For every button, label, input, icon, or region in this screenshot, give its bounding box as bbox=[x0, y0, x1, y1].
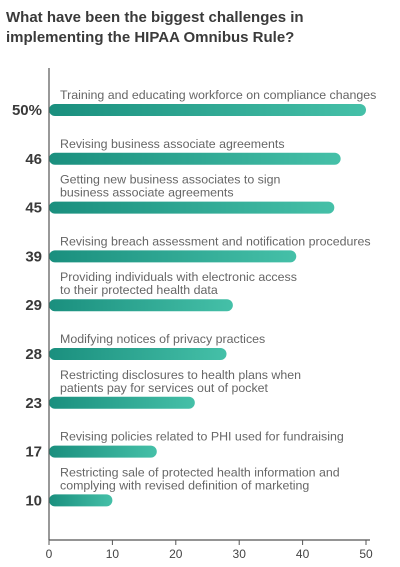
value-label: 17 bbox=[25, 444, 42, 461]
category-label: Modifying notices of privacy practices bbox=[60, 332, 265, 346]
x-tick-label: 30 bbox=[233, 547, 247, 561]
chart-title: What have been the biggest challenges in… bbox=[6, 9, 304, 46]
category-label: complying with revised definition of mar… bbox=[60, 478, 309, 492]
bar-group: Restricting sale of protected health inf… bbox=[25, 465, 339, 509]
bar bbox=[49, 152, 341, 165]
value-label: 50% bbox=[12, 102, 42, 119]
value-label: 28 bbox=[25, 346, 42, 363]
value-label: 39 bbox=[25, 248, 42, 265]
x-tick-label: 10 bbox=[106, 547, 120, 561]
bar bbox=[49, 299, 233, 312]
category-label: business associate agreements bbox=[60, 186, 234, 200]
category-label: Revising breach assessment and notificat… bbox=[60, 234, 371, 248]
bar bbox=[49, 104, 366, 116]
x-tick-label: 0 bbox=[46, 547, 53, 561]
category-label: Revising policies related to PHI used fo… bbox=[60, 430, 344, 444]
bar-group: Getting new business associates to signb… bbox=[25, 173, 335, 217]
category-label: Restricting sale of protected health inf… bbox=[60, 465, 340, 479]
x-tick-label: 40 bbox=[296, 547, 310, 561]
category-label: Restricting disclosures to health plans … bbox=[60, 368, 301, 382]
value-label: 10 bbox=[25, 492, 42, 509]
bar-group: Providing individuals with electronic ac… bbox=[25, 270, 297, 314]
bar bbox=[49, 201, 335, 214]
bar bbox=[49, 445, 157, 458]
value-label: 45 bbox=[25, 200, 42, 217]
x-tick-label: 50 bbox=[359, 547, 373, 561]
bar-group: Revising policies related to PHI used fo… bbox=[25, 430, 344, 461]
category-label: Providing individuals with electronic ac… bbox=[60, 270, 297, 284]
bar-group: Training and educating workforce on comp… bbox=[12, 88, 376, 119]
category-label: to their protected health data bbox=[60, 283, 218, 297]
value-label: 29 bbox=[25, 297, 42, 314]
bar bbox=[49, 494, 113, 507]
category-label: Training and educating workforce on comp… bbox=[60, 88, 376, 102]
bar bbox=[49, 250, 297, 263]
x-tick-label: 20 bbox=[169, 547, 183, 561]
bar-group: Restricting disclosures to health plans … bbox=[25, 368, 301, 412]
bar bbox=[49, 348, 227, 360]
bar-group: Revising breach assessment and notificat… bbox=[25, 234, 370, 265]
value-label: 46 bbox=[25, 151, 42, 168]
bar-group: Modifying notices of privacy practices 28 bbox=[25, 332, 265, 363]
value-label: 23 bbox=[25, 395, 42, 412]
bar-group: Revising business associate agreements 46 bbox=[25, 137, 341, 168]
bar bbox=[49, 396, 195, 409]
category-label: patients pay for services out of pocket bbox=[60, 381, 269, 395]
category-label: Getting new business associates to sign bbox=[60, 173, 281, 187]
category-label: Revising business associate agreements bbox=[60, 137, 285, 151]
